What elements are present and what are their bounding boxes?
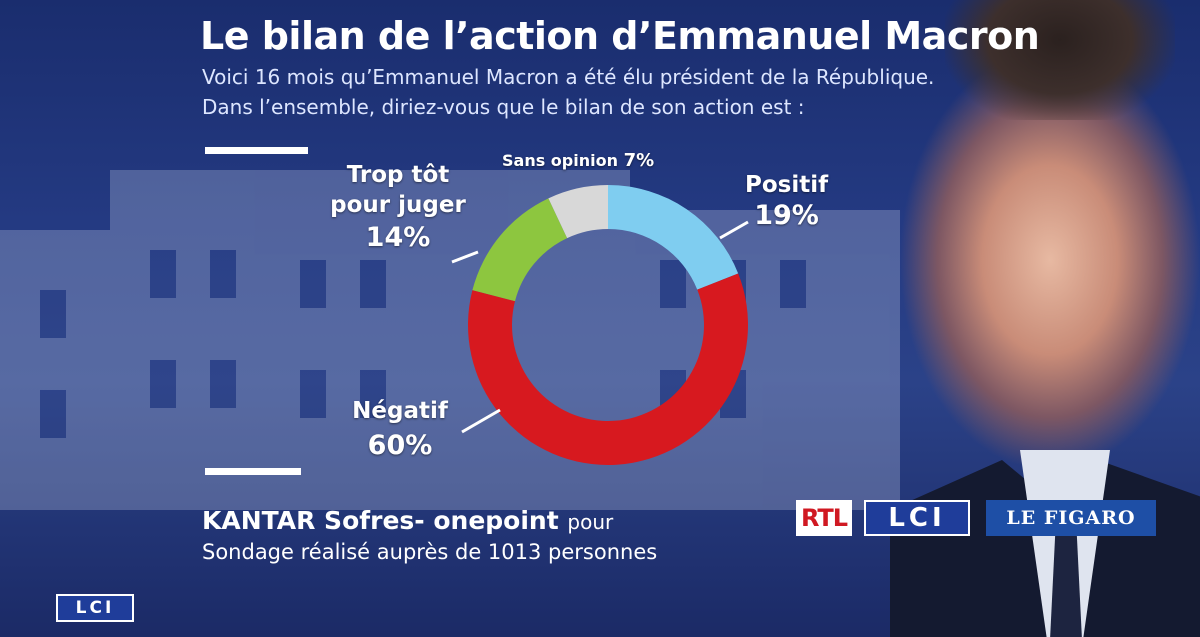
poll-sample: Sondage réalisé auprès de 1013 personnes [202,540,658,564]
label-sans-opinion-value: 7% [623,150,655,171]
source-pour: pour [567,510,614,534]
portrait-hair [945,0,1175,120]
poll-source: KANTAR Sofres- onepoint pour [202,506,613,535]
label-positif-name: Positif [745,172,829,198]
leader-trop-tot [451,250,479,264]
label-negatif: Négatif 60% [340,398,460,461]
donut-slice-trop-t-t-pour-juger [472,198,568,302]
label-trop-tot-value: 14% [365,222,431,253]
label-positif-value: 19% [754,200,819,231]
rtl-logo: RTL [796,500,852,536]
subtitle-line-2: Dans l’ensemble, diriez-vous que le bila… [202,95,805,119]
label-trop-tot-line1: Trop tôt [346,162,450,188]
chart-title: Le bilan de l’action d’Emmanuel Macron [200,14,1040,58]
leader-negatif [461,408,501,434]
leader-positif [719,220,749,240]
label-negatif-value: 60% [367,430,433,461]
source-name: KANTAR Sofres- onepoint [202,506,559,535]
lci-logo: LCI [864,500,970,536]
chart-subtitle: Voici 16 mois qu’Emmanuel Macron a été é… [202,62,934,122]
label-trop-tot-line2: pour juger [330,192,466,218]
subtitle-line-1: Voici 16 mois qu’Emmanuel Macron a été é… [202,65,935,89]
label-sans-opinion-name: Sans opinion [502,151,618,170]
lci-corner-logo: LCI [56,594,134,622]
donut-slice-sans-opinion [548,185,608,239]
divider-top [205,147,308,154]
donut-slice-n-gatif [467,273,749,465]
divider-bottom [205,468,301,475]
label-negatif-name: Négatif [352,398,448,424]
label-positif: Positif 19% [745,172,828,231]
label-trop-tot: Trop tôt pour juger 14% [328,160,468,256]
le-figaro-logo: LE FIGARO [986,500,1156,536]
label-sans-opinion: Sans opinion 7% [502,150,654,171]
donut-slice-positif [608,185,739,290]
